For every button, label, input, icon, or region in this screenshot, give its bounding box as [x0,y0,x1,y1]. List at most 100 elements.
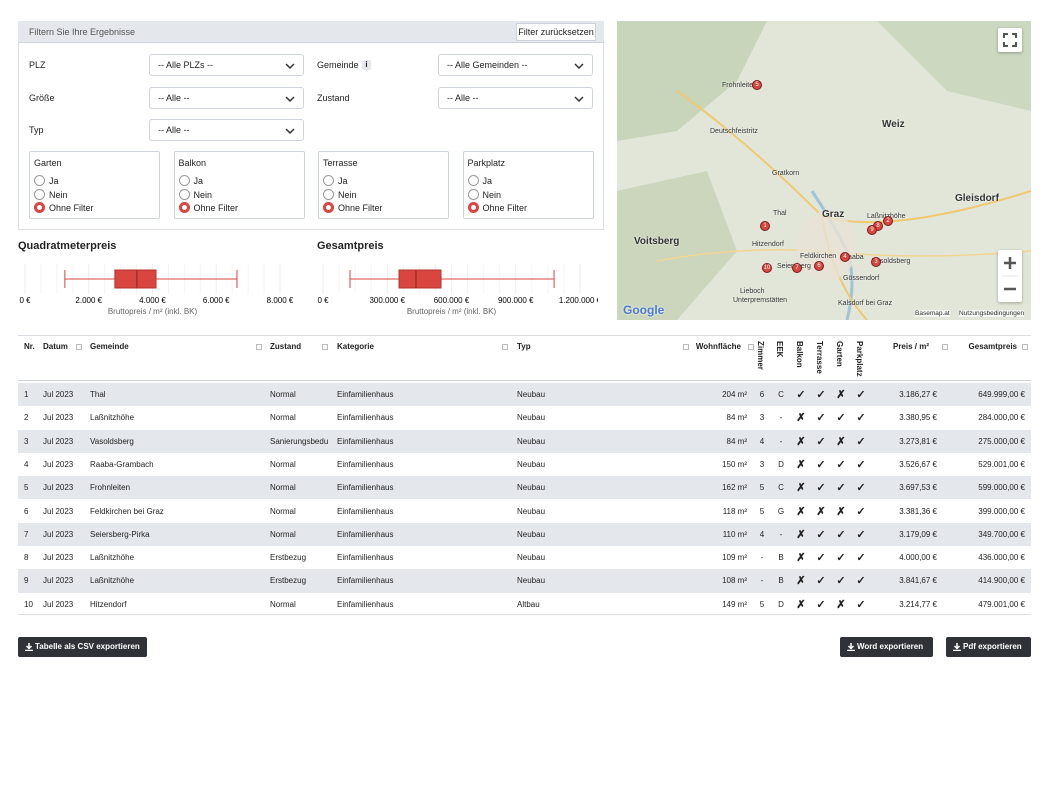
fullscreen-button[interactable] [998,28,1022,52]
reset-button[interactable]: Filter zurücksetzen [516,23,596,41]
map-marker[interactable]: 2 [883,216,893,226]
zoom-controls [998,250,1022,302]
map-label: Gössendorf [843,275,880,282]
table-cell: 7 [24,529,29,539]
boxplot-title: Quadratmeterpreis [18,240,117,252]
table-cell: ✓ [816,435,826,448]
map-label: Feldkirchen [800,253,837,260]
table-cell: Laßnitzhöhe [90,413,135,423]
radio-button[interactable] [323,175,334,186]
table-cell: ✓ [816,552,826,565]
map-marker[interactable]: 10 [762,263,772,273]
radio-button[interactable] [323,202,334,213]
table-cell: B [778,576,784,586]
table-cell: 84 m² [726,436,747,446]
table-cell: Normal [270,390,296,399]
column-header: Terrasse [815,341,824,374]
table-cell: Einfamilienhaus [337,553,394,563]
radio-button[interactable] [323,188,334,200]
map-marker[interactable]: 7 [792,263,802,273]
table-cell: ✗ [796,552,806,565]
x-tick-label: 300.000 € [369,296,405,305]
table-cell: ✓ [856,598,866,611]
table-cell: Neubau [517,459,546,469]
table-cell: Einfamilienhaus [337,390,394,399]
radio-option-label: Ja [338,176,348,186]
table-cell: Altbau [517,599,540,609]
export-button[interactable] [18,637,147,657]
radio-button[interactable] [178,175,190,186]
table-cell: 4.000,00 € [899,553,937,563]
radio-option-label: Ohne Filter [482,203,528,213]
radio-button[interactable] [34,202,45,213]
radio-button[interactable] [178,202,190,213]
map-marker[interactable]: 9 [867,225,877,235]
radio-button[interactable] [467,188,479,200]
radio-option-label: Ohne Filter [49,203,94,213]
sort-icon [256,344,262,350]
table-cell: 436.000,00 € [978,553,1025,563]
table-cell: ✓ [856,575,866,588]
table-cell: Neubau [517,436,546,446]
radio-option-label: Ohne Filter [338,203,383,213]
column-header[interactable]: Wohnfläche [695,342,741,351]
button-label: Pdf exportieren [963,642,1022,651]
select[interactable] [438,54,593,76]
chevron-path [574,96,584,103]
select[interactable] [149,87,304,109]
map-marker[interactable]: 4 [840,252,850,262]
table-cell: ✓ [796,389,806,401]
column-header: Garten [835,341,844,367]
table-cell: 2 [24,413,29,423]
table-cell: Jul 2023 [43,599,74,609]
table-cell: Hitzendorf [90,599,127,609]
table-cell: - [779,436,783,446]
column-header[interactable]: Nr. [24,342,35,351]
table-cell: Einfamilienhaus [337,483,394,493]
info-icon: i [362,60,371,70]
table-cell: Thal [90,390,106,399]
table-cell: 9 [24,576,29,586]
radio-button[interactable] [34,188,45,200]
row-background [18,383,1031,407]
column-header[interactable]: Preis / m² [892,342,929,351]
select[interactable] [149,54,304,76]
column-header[interactable]: Gesamtpreis [968,342,1017,351]
radio-button[interactable] [178,188,190,200]
table-cell: 349.700,00 € [978,529,1025,539]
table-cell: Normal [270,599,296,609]
column-header[interactable]: Gemeinde [90,342,129,351]
column-header[interactable]: Typ [517,342,531,351]
table-top-border [18,335,1031,336]
x-axis-label: Bruttopreis / m² (inkl. BK) [407,307,497,316]
table-cell: 6 [24,506,29,516]
map-label: Weiz [882,119,905,130]
table-cell: 275.000,00 € [978,436,1025,446]
radio-button[interactable] [34,175,45,186]
column-header[interactable]: Datum [43,342,68,351]
map-marker[interactable]: 3 [871,257,881,267]
radio-button[interactable] [467,202,479,213]
column-header[interactable]: Kategorie [337,342,374,351]
column-header[interactable]: Zustand [270,342,302,351]
map-label: Hitzendorf [752,241,784,248]
map-marker[interactable]: 1 [760,221,770,231]
table-cell: ✗ [796,598,806,611]
table-cell: Jul 2023 [43,390,74,399]
map-marker[interactable]: 6 [814,261,824,271]
table-cell: ✓ [856,389,866,401]
export-button[interactable] [946,637,1031,657]
select[interactable] [149,119,304,141]
table-cell: Normal [270,459,296,469]
export-button[interactable] [840,637,933,657]
table-cell: ✓ [856,458,866,471]
select[interactable] [438,87,593,109]
map[interactable]: Frohnleiten Weiz Gratkorn Graz Gleisdorf Voit… [617,21,1031,320]
map-marker[interactable]: 5 [752,80,762,90]
row-background [18,569,1031,593]
radio-button[interactable] [467,175,479,186]
zoom-icons[interactable] [998,250,1022,302]
map-label: Voitsberg [634,236,680,247]
radio-group-label: Garten [34,158,62,168]
